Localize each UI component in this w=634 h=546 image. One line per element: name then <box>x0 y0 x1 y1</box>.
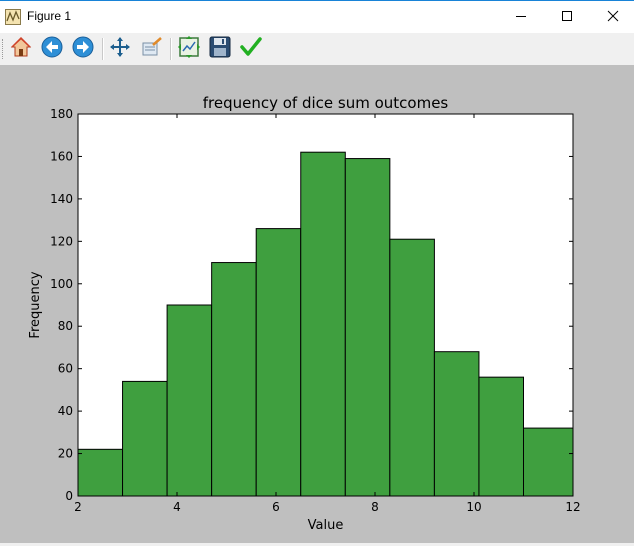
toolbar-separator <box>170 38 172 60</box>
subplots-icon <box>178 36 200 62</box>
minimize-icon <box>515 7 527 26</box>
histogram-bar <box>478 376 525 497</box>
histogram-bar <box>389 238 435 497</box>
y-axis-label: Frequency <box>28 271 43 338</box>
maximize-icon <box>561 7 573 26</box>
histogram-bar <box>166 304 213 497</box>
chart-title: frequency of dice sum outcomes <box>203 94 449 112</box>
save-button[interactable] <box>208 36 232 62</box>
zoom-button[interactable] <box>140 37 164 61</box>
forward-arrow-icon <box>72 36 94 62</box>
y-ticks-group: 0 20 40 60 80 100 120 140 160 180 <box>50 107 573 503</box>
x-axis-label: Value <box>308 518 344 533</box>
minimize-button[interactable] <box>498 1 544 32</box>
home-icon <box>10 36 32 62</box>
x-tick-label: 4 <box>173 500 181 514</box>
y-tick-label: 60 <box>58 362 73 376</box>
y-tick-label: 80 <box>58 319 73 333</box>
y-tick-label: 140 <box>50 192 73 206</box>
toolbar-separator <box>102 38 104 60</box>
forward-button[interactable] <box>71 36 95 62</box>
x-ticks-group: 2 4 6 8 10 12 <box>74 114 581 514</box>
window-top-border <box>0 0 634 1</box>
bars-group <box>77 151 574 497</box>
figure-icon <box>5 9 21 25</box>
x-tick-label: 10 <box>466 500 481 514</box>
figure-canvas[interactable]: 2 4 6 8 10 12 0 20 40 60 80 100 120 140 160 180 freque… <box>0 65 634 543</box>
y-tick-label: 20 <box>58 447 73 461</box>
maximize-button[interactable] <box>544 1 590 32</box>
histogram-bar <box>300 151 346 497</box>
back-arrow-icon <box>41 36 63 62</box>
histogram-bar <box>122 380 168 497</box>
x-tick-label: 6 <box>272 500 280 514</box>
histogram-bar <box>344 158 391 497</box>
checkmark-icon <box>240 36 262 62</box>
histogram-chart: 2 4 6 8 10 12 0 20 40 60 80 100 120 140 160 180 freque… <box>28 94 581 533</box>
close-button[interactable] <box>590 1 634 32</box>
title-bar[interactable]: Figure 1 <box>0 1 634 32</box>
y-tick-label: 40 <box>58 404 73 418</box>
zoom-rect-icon <box>141 36 163 62</box>
back-button[interactable] <box>40 36 64 62</box>
histogram-bar <box>433 351 480 497</box>
histogram-bar <box>77 448 124 497</box>
subplots-button[interactable] <box>177 36 201 62</box>
edit-axes-button[interactable] <box>239 37 263 61</box>
toolbar-grip[interactable] <box>2 39 5 59</box>
x-tick-label: 2 <box>74 500 82 514</box>
y-tick-label: 160 <box>50 149 73 163</box>
floppy-disk-icon <box>209 36 231 62</box>
x-tick-label: 12 <box>565 500 580 514</box>
pan-button[interactable] <box>108 37 132 61</box>
navigation-toolbar <box>0 33 634 65</box>
x-tick-label: 8 <box>371 500 379 514</box>
close-icon <box>607 7 619 26</box>
window-bottom-edge <box>0 543 634 546</box>
y-tick-label: 100 <box>50 277 73 291</box>
histogram-bar <box>523 427 574 497</box>
histogram-bar <box>211 262 257 497</box>
y-tick-label: 180 <box>50 107 73 121</box>
histogram-bar <box>255 228 302 497</box>
y-tick-label: 0 <box>65 489 73 503</box>
y-tick-label: 120 <box>50 234 73 248</box>
move-arrows-icon <box>109 36 131 62</box>
axes-frame <box>77 113 574 497</box>
home-button[interactable] <box>9 37 33 61</box>
window-title: Figure 1 <box>27 9 72 23</box>
